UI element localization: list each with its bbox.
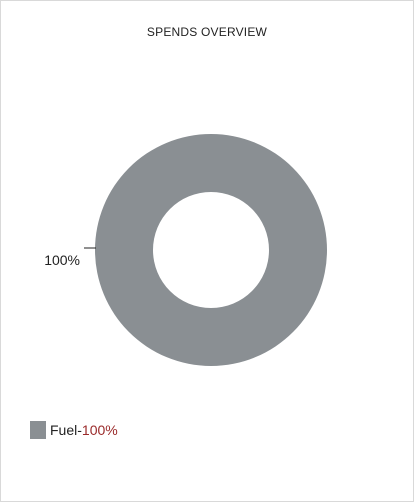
legend: Fuel-100%: [30, 420, 118, 440]
chart-title: SPENDS OVERVIEW: [146, 25, 268, 39]
legend-percent: 100%: [81, 422, 118, 438]
slice-percent-label: 100%: [44, 252, 80, 268]
legend-separator: -: [77, 422, 82, 438]
legend-label-fuel: Fuel-100%: [50, 422, 118, 438]
fuel-slice[interactable]: [95, 134, 327, 366]
legend-series-name: Fuel: [50, 422, 78, 438]
legend-swatch-fuel: [30, 421, 46, 439]
